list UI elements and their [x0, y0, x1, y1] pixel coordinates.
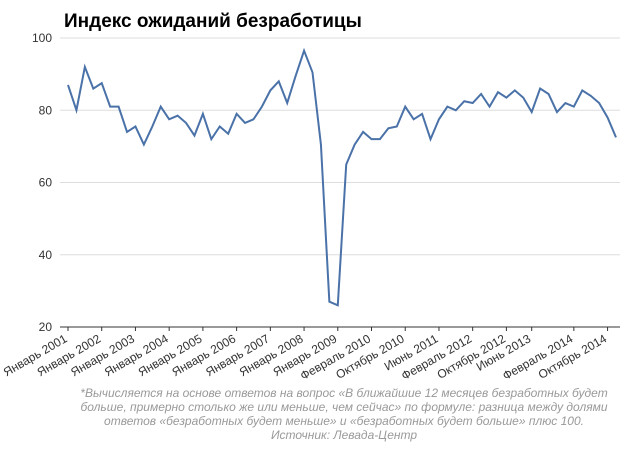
y-tick-label: 80: [39, 103, 53, 117]
footnote: *Вычисляется на основе ответов на вопрос…: [80, 386, 607, 400]
y-tick-label: 100: [32, 31, 52, 45]
y-tick-label: 40: [39, 248, 53, 262]
y-tick-label: 20: [39, 320, 53, 334]
chart-title: Индекс ожиданий безработицы: [64, 11, 362, 32]
footnote: больше, примерно столько же или меньше, …: [80, 400, 607, 414]
footnote: Источник: Левада-Центр: [271, 428, 417, 442]
y-tick-label: 60: [39, 176, 53, 190]
footnote: ответов «безработных будет меньше» и «бе…: [104, 414, 584, 428]
line-series: [67, 47, 617, 307]
